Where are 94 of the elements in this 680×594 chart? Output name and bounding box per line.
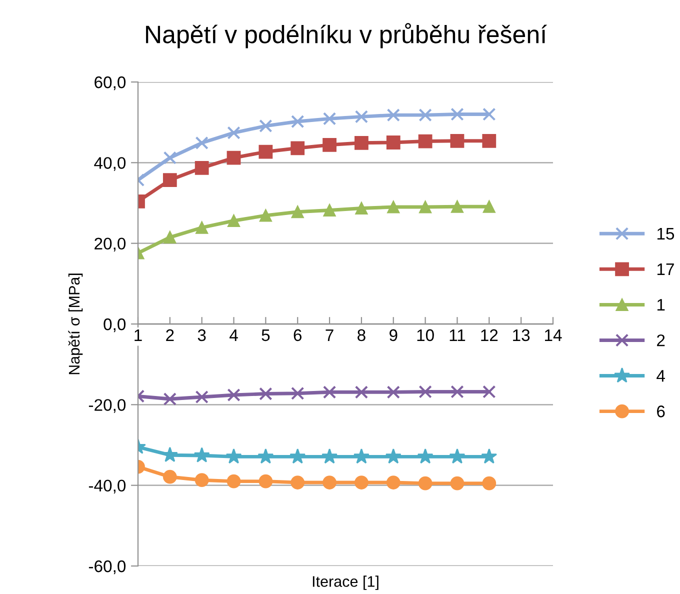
point [354,136,368,150]
x-tick-label: 3 [198,329,206,342]
legend-label: 4 [656,370,665,382]
point [354,448,370,464]
point [196,221,208,234]
point [386,476,400,490]
point [449,448,466,464]
point [418,476,432,490]
y-tick-label: 20,0 [94,238,126,252]
y-tick-label: 0,0 [104,318,126,332]
point [322,448,338,464]
point [164,231,176,244]
y-axis-title: Napětí σ [MPa] [68,274,83,374]
point [226,448,242,464]
x-tick-label: 10 [417,329,434,342]
point [418,385,432,398]
point [194,473,209,488]
point [355,202,368,214]
point [354,110,368,124]
x-tick-label: 13 [513,329,530,342]
point [258,474,273,488]
y-tick-label: 40,0 [94,157,126,171]
point [450,200,464,213]
chart-title: Napětí v podélníku v průběhu řešení [146,22,547,48]
point [482,385,496,398]
point [385,448,402,464]
legend-label: 17 [657,264,674,276]
point [228,214,240,227]
point [258,144,273,159]
point [259,209,272,222]
x-tick-label: 1 [134,329,142,341]
legend-label: 1 [657,299,665,311]
point [163,151,177,164]
legend-label: 15 [657,228,674,240]
point [259,119,272,133]
x-tick-label: 5 [262,329,270,342]
point [323,204,336,217]
point [291,386,304,400]
point [419,200,432,214]
point [322,138,336,152]
x-tick-label: 2 [166,329,174,341]
point [450,385,464,398]
point [450,134,464,148]
point [482,476,496,490]
x-tick-label: 4 [230,329,238,341]
point [290,141,305,156]
point [226,474,241,488]
point [291,206,304,218]
point [450,108,464,121]
point [450,476,464,490]
point [291,114,304,128]
point [482,200,496,213]
point [322,112,336,126]
y-tick-label: -40,0 [88,480,126,494]
point [387,200,400,214]
point [417,448,434,464]
legend-label: 6 [657,406,665,418]
point [354,476,368,490]
point [290,476,305,490]
point [418,108,432,122]
point [290,448,306,464]
point [322,386,336,399]
x-tick-label: 12 [481,329,498,341]
point [482,108,496,121]
x-tick-label: 14 [545,329,562,341]
point [322,476,336,490]
point [162,173,177,187]
point [258,448,274,464]
x-axis-title: Iterace [1] [312,576,378,590]
point [482,134,496,148]
point [194,160,209,175]
point [386,136,400,150]
point [354,386,368,399]
x-tick-label: 6 [294,329,302,342]
point [194,447,210,462]
x-tick-label: 9 [390,329,398,342]
point [418,134,432,148]
y-tick-label: 60,0 [94,76,126,90]
point [162,470,177,484]
point [259,387,272,400]
point [195,136,208,150]
point [227,388,240,402]
y-tick-label: -60,0 [88,560,126,574]
point [386,108,400,122]
point [227,126,240,140]
y-tick-label: -20,0 [88,399,126,413]
x-tick-label: 7 [326,329,334,341]
point [481,448,498,464]
point [195,390,208,404]
x-tick-label: 11 [450,329,466,341]
point [226,150,241,165]
point [386,386,400,399]
x-tick-label: 8 [358,329,366,342]
point [163,392,177,406]
